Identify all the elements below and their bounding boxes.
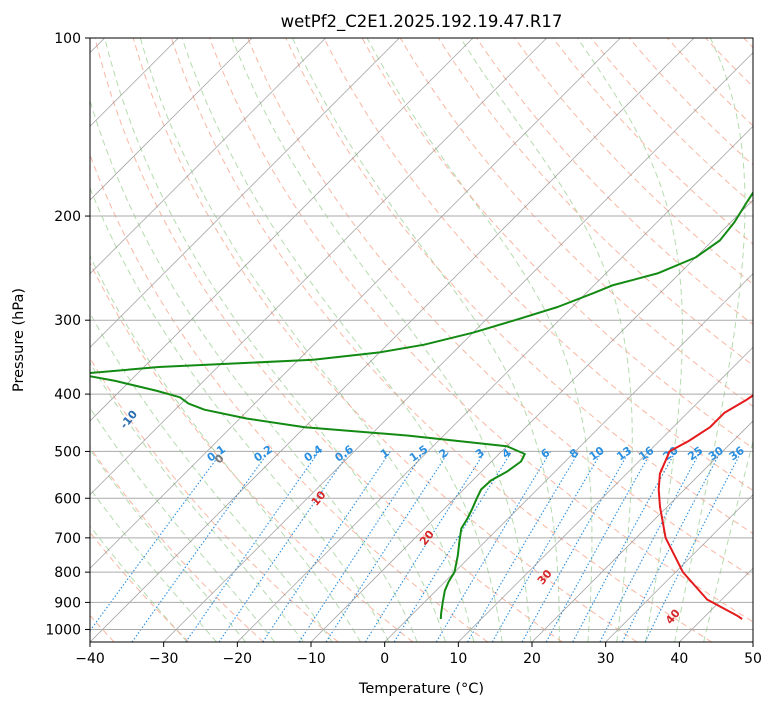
isotherm-line	[384, 273, 753, 642]
moist-adiabat-line	[139, 38, 475, 642]
moist-adiabat-line	[90, 448, 246, 642]
isotherm-line	[90, 38, 695, 642]
y-tick-label: 200	[54, 209, 81, 225]
moist-adiabat-line	[90, 407, 275, 642]
isobars	[90, 38, 753, 630]
moist-adiabat-line	[366, 38, 593, 642]
dry-adiabat-line	[90, 446, 264, 642]
mixing-ratio-line	[521, 451, 630, 642]
mixing-ratio-line	[621, 451, 722, 642]
y-tick-label: 700	[54, 531, 81, 547]
moist-adiabat-line	[674, 38, 746, 642]
moist-adiabat-line	[90, 311, 333, 642]
mixing-ratio-line	[90, 451, 223, 632]
isotherm-line	[531, 420, 753, 642]
dry-adiabats	[90, 38, 753, 642]
x-tick-label: 50	[744, 651, 762, 667]
mixing-ratio-line	[298, 451, 425, 642]
mixing-ratio-line	[364, 451, 486, 642]
dry-adiabat-line	[209, 38, 753, 623]
dry-adiabat-line	[132, 38, 638, 642]
x-axis-ticks: −40 −30 −20 −10 0 10 20 30 40 50	[75, 642, 762, 667]
chart-title: wetPf2_C2E1.2025.192.19.47.R17	[281, 12, 563, 32]
mixing-ratio-line	[599, 451, 701, 642]
dry-adiabat-line	[514, 38, 753, 285]
x-tick-label: −10	[296, 651, 326, 667]
y-tick-label: 100	[54, 31, 81, 47]
y-tick-label: 300	[54, 313, 81, 329]
dry-adiabat-line	[170, 38, 712, 642]
moist-adiabat-line	[231, 38, 532, 642]
x-tick-label: 40	[670, 651, 688, 667]
isotherm-line	[90, 38, 547, 496]
mixing-ratio-line	[185, 451, 320, 642]
profile-series	[90, 190, 753, 620]
dry-adiabat-line	[90, 261, 414, 642]
dry-adiabat-line	[285, 38, 753, 535]
isotherm-line	[90, 38, 400, 348]
x-axis-label: Temperature (°C)	[358, 681, 484, 697]
moist-adiabats	[90, 38, 753, 642]
mixing-ratio-line	[545, 451, 652, 642]
plot-frame	[89, 37, 754, 643]
isotherm-line	[163, 52, 753, 642]
mixing-ratio-line	[435, 451, 552, 642]
dewpoint-profile-line	[90, 190, 753, 620]
mixing-ratio-line	[325, 451, 450, 642]
isotherm-line	[90, 38, 253, 201]
mixing-ratio-line	[131, 451, 270, 642]
y-tick-label: 500	[54, 444, 81, 460]
y-tick-label: 900	[54, 595, 81, 611]
x-tick-label: −30	[149, 651, 179, 667]
dry-adiabat-line	[247, 38, 753, 578]
moist-adiabat-line	[577, 38, 683, 642]
y-axis-ticks: 100 200 300 400 500 600 700 800 900 1000	[45, 31, 90, 638]
moist-adiabat-line	[90, 361, 304, 642]
isotherm-line	[605, 494, 753, 642]
moist-adiabat-line	[90, 487, 217, 642]
mixing-ratio-line	[218, 451, 351, 642]
moist-adiabat-line	[181, 38, 503, 642]
dry-adiabat-line	[94, 38, 563, 642]
temperature-profile-line	[657, 394, 753, 620]
x-tick-label: 30	[597, 651, 615, 667]
isotherm-line	[90, 38, 474, 422]
dry-adiabat-line	[323, 38, 753, 492]
isotherm-line	[237, 125, 753, 642]
x-tick-label: −20	[223, 651, 253, 667]
dry-adiabat-line	[476, 38, 753, 326]
moist-adiabat-line	[104, 38, 446, 642]
y-axis-label: Pressure (hPa)	[11, 288, 27, 392]
y-tick-label: 600	[54, 491, 81, 507]
mixing-ratio-line	[572, 451, 676, 642]
isotherm-line	[90, 38, 326, 275]
x-tick-label: 0	[380, 651, 389, 667]
isotherm-line	[90, 38, 621, 569]
mixing-ratio-line	[262, 451, 391, 642]
moist-adiabat-line	[292, 38, 560, 642]
isotherm-line	[310, 199, 753, 642]
x-tick-label: 20	[523, 651, 541, 667]
y-tick-label: 400	[54, 387, 81, 403]
moist-adiabat-line	[90, 186, 390, 642]
mixing-ratio-lines	[90, 451, 742, 642]
isotherm-line	[458, 346, 753, 642]
moist-adiabat-line	[90, 98, 418, 642]
moist-adiabat-line	[703, 439, 753, 642]
y-tick-label: 800	[54, 565, 81, 581]
y-tick-label: 1000	[45, 622, 81, 638]
x-tick-label: −40	[75, 651, 105, 667]
isotherms	[90, 38, 753, 642]
moist-adiabat-line	[90, 525, 188, 642]
mixing-ratio-line	[644, 451, 742, 642]
x-tick-label: 10	[449, 651, 467, 667]
mixing-ratio-line	[393, 451, 513, 642]
